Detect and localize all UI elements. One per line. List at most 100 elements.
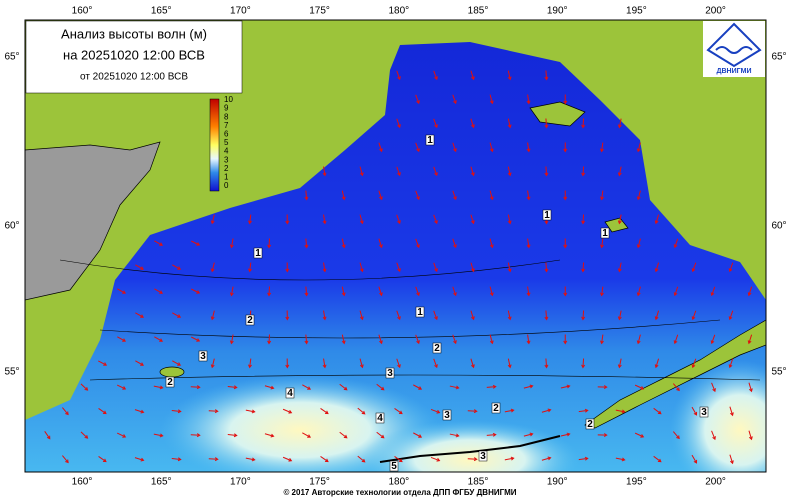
wave-arrow [691,262,697,273]
wave-arrow [544,358,549,369]
wave-arrow [359,358,364,369]
wave-arrow [302,384,312,390]
longitude-label: 200° [705,477,726,488]
wave-arrow [359,310,364,321]
wave-arrow [282,456,293,462]
sea [25,42,766,472]
contour-label-box [245,314,255,326]
wave-arrow [267,286,272,297]
wave-arrow [171,457,182,462]
wave-arrow [415,94,420,105]
longitude-label: 190° [547,6,568,17]
longitude-label: 185° [468,6,489,17]
longitude-label: 195° [626,6,647,17]
wave-arrow [135,264,144,270]
wave-arrow [634,384,645,390]
contour-label: 3 [444,410,450,421]
contour [59,259,561,281]
wave-arrow [526,334,531,345]
wave-arrow [135,312,144,318]
wave-arrow [98,408,107,415]
wave-arrow [599,238,604,249]
wave-arrow [210,358,215,369]
wave-arrow [227,385,238,390]
wave-arrow [729,454,734,465]
wave-arrow [507,118,512,129]
wave-arrow [507,214,512,225]
contour-label-box [415,306,425,318]
wave-arrow [711,430,716,441]
wave-arrow [172,312,182,318]
wave-arrow [507,358,512,369]
wave-arrow [229,238,234,249]
wave-arrow [489,286,494,297]
wave-arrow [489,190,494,201]
wave-arrow [747,286,753,297]
latitude-label: 55° [4,367,19,378]
wave-arrow [467,457,478,462]
wave-arrow [396,262,401,273]
wave-arrow [489,94,494,105]
wave-arrow [617,118,622,129]
island [159,366,185,378]
logo-label: ДВНИГМИ [717,68,752,75]
wave-arrow [415,334,420,345]
wave-arrow [617,214,622,225]
wave-arrow [229,286,234,297]
wave-arrow [413,432,423,438]
contour-label: 2 [167,377,173,388]
longitude-label: 160° [72,6,93,17]
wave-arrow [563,238,568,249]
wave-arrow [154,336,164,342]
longitude-label: 170° [230,477,251,488]
wave-arrow [449,433,460,438]
wave-arrow [117,288,127,294]
wave-arrow [636,334,641,345]
wave-arrow [172,264,182,270]
wave-arrow [541,456,552,461]
wave-arrow [560,432,571,437]
wave-arrow [452,286,457,297]
wave-arrow [449,385,460,390]
wave-arrow [691,406,698,416]
wave-arrow [322,214,327,225]
wave-arrow [376,383,385,391]
longitude-label: 165° [151,477,172,488]
wave-arrow [433,310,438,321]
contour-label-box [385,367,395,379]
wave-arrow [190,336,201,342]
wave-arrow [264,433,275,438]
wave-arrow [728,310,734,321]
wave-arrow [672,431,680,440]
contour-label: 1 [544,210,550,221]
wave-arrow [526,286,531,297]
wave-arrow [617,166,622,177]
wave-arrow [378,238,383,249]
wave-arrow [544,70,549,81]
colorbar [209,98,220,192]
wave-arrow [433,358,438,369]
wave-arrow [396,118,401,129]
contour-label: 4 [287,388,293,399]
contour-label-box [585,418,595,430]
wave-arrow [748,382,753,393]
wave-arrow [80,431,89,439]
wave-arrow [467,409,478,414]
contour-label: 2 [434,343,440,354]
wave-arrow [654,358,660,369]
latitude-label: 60° [4,221,19,232]
wave-arrow [264,385,275,390]
wave-arrow [210,262,215,273]
wave-arrow [489,238,494,249]
wave-arrow [523,384,534,389]
wave-arrow [470,166,475,177]
contour-label: 3 [701,407,707,418]
wave-arrow [654,214,660,225]
contour-label-box [425,134,435,146]
wave-arrow [190,385,201,390]
wave-arrow [154,288,164,294]
wave-arrow [729,406,734,417]
contour-label-box [375,412,385,424]
wave-arrow [507,310,512,321]
